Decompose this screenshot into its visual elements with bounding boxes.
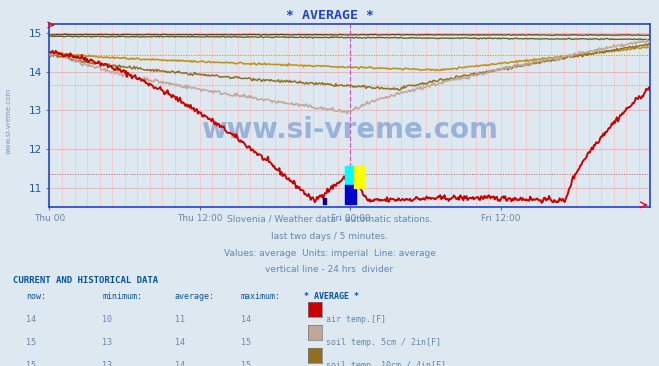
Text: soil temp. 10cm / 4in[F]: soil temp. 10cm / 4in[F]: [326, 361, 446, 366]
Text: last two days / 5 minutes.: last two days / 5 minutes.: [271, 232, 388, 242]
Text: 14: 14: [175, 338, 185, 347]
Text: www.si-vreme.com: www.si-vreme.com: [202, 116, 498, 144]
Text: vertical line - 24 hrs  divider: vertical line - 24 hrs divider: [266, 265, 393, 274]
Text: Values: average  Units: imperial  Line: average: Values: average Units: imperial Line: av…: [223, 249, 436, 258]
Text: www.si-vreme.com: www.si-vreme.com: [5, 88, 11, 154]
Text: soil temp. 5cm / 2in[F]: soil temp. 5cm / 2in[F]: [326, 338, 442, 347]
Text: 13: 13: [102, 361, 112, 366]
Text: maximum:: maximum:: [241, 292, 281, 301]
Text: 15: 15: [241, 361, 250, 366]
Text: 14: 14: [26, 315, 36, 324]
Text: air temp.[F]: air temp.[F]: [326, 315, 386, 324]
Text: average:: average:: [175, 292, 215, 301]
Text: 10: 10: [102, 315, 112, 324]
Text: 14: 14: [241, 315, 250, 324]
Text: * AVERAGE *: * AVERAGE *: [304, 292, 359, 301]
Text: minimum:: minimum:: [102, 292, 142, 301]
Text: 11: 11: [175, 315, 185, 324]
Text: CURRENT AND HISTORICAL DATA: CURRENT AND HISTORICAL DATA: [13, 276, 158, 285]
Text: 14: 14: [175, 361, 185, 366]
Text: 13: 13: [102, 338, 112, 347]
Text: * AVERAGE *: * AVERAGE *: [285, 9, 374, 22]
Text: Slovenia / Weather data - automatic stations.: Slovenia / Weather data - automatic stat…: [227, 214, 432, 223]
Text: now:: now:: [26, 292, 46, 301]
Text: 15: 15: [26, 338, 36, 347]
Text: 15: 15: [241, 338, 250, 347]
Text: 15: 15: [26, 361, 36, 366]
